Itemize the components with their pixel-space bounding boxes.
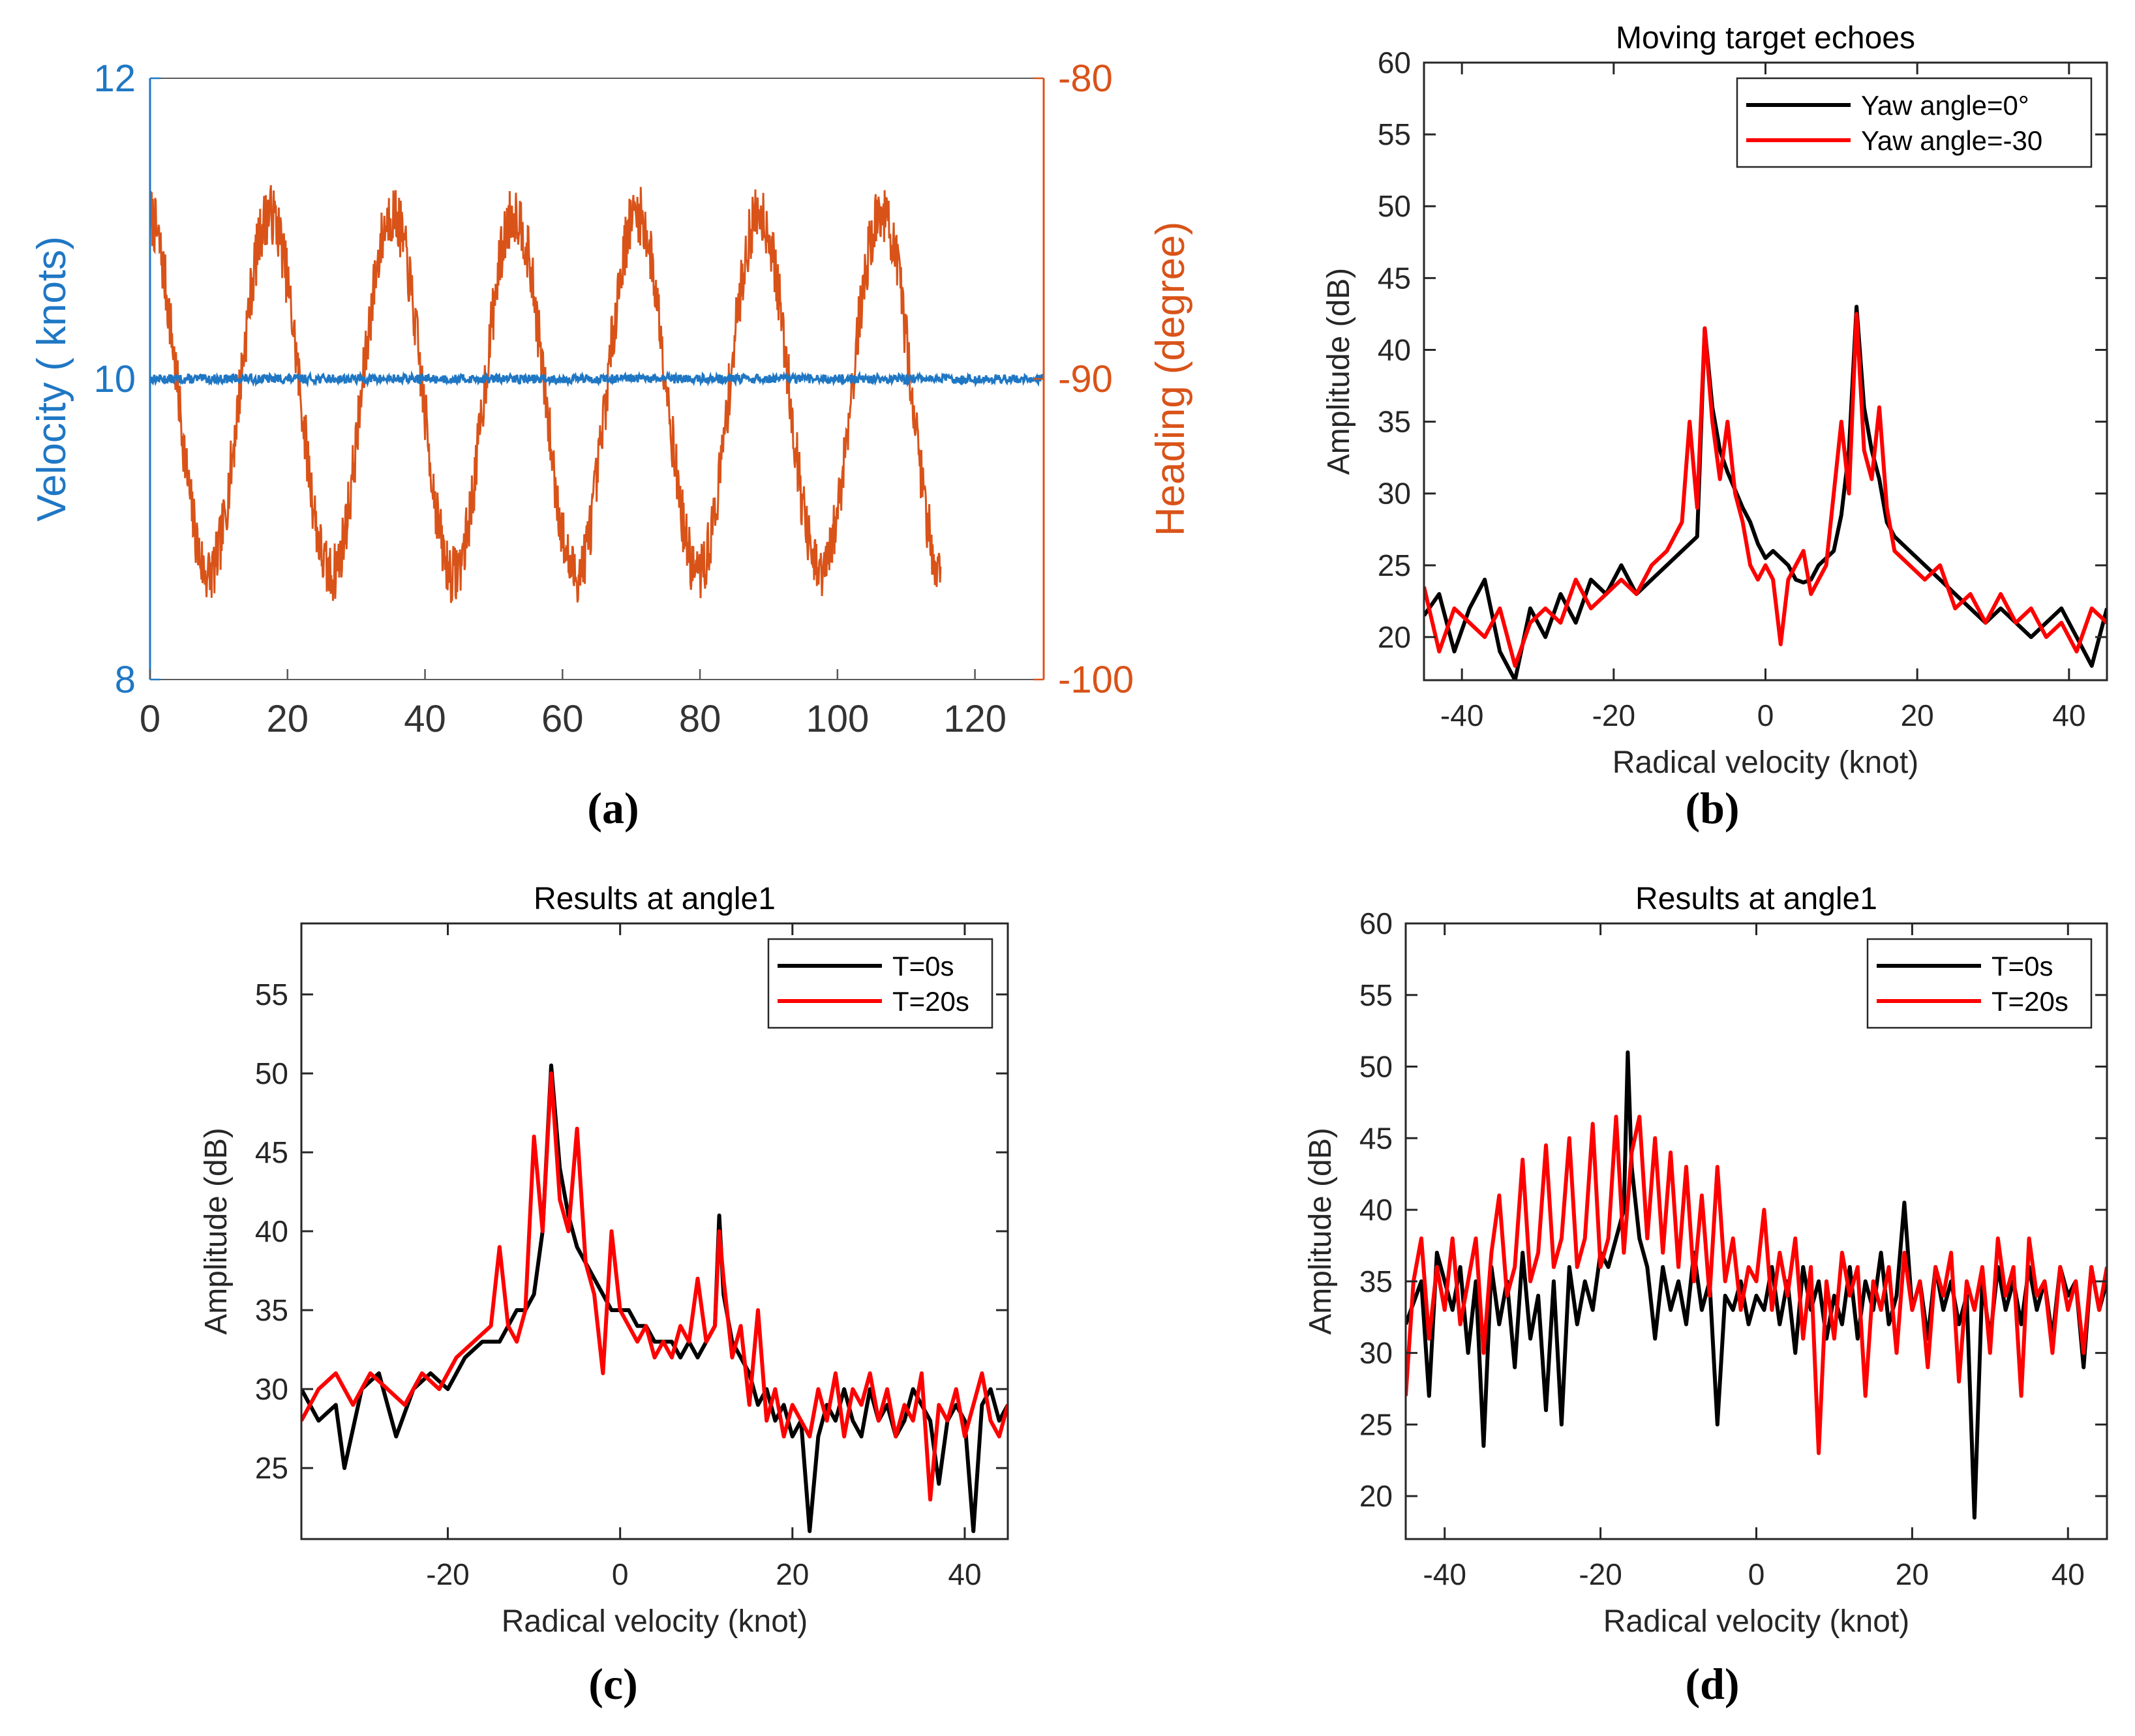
y-tick-label-right: -90 [1058, 358, 1113, 400]
x-tick-label: -40 [1423, 1557, 1466, 1591]
y-tick-label: 50 [1359, 1050, 1393, 1084]
y-tick-label: 30 [255, 1372, 288, 1406]
y-tick-label: 40 [1359, 1193, 1393, 1227]
chart-title: Results at angle1 [534, 882, 776, 916]
y-tick-label: 55 [255, 978, 288, 1011]
y-tick-label: 50 [1378, 189, 1411, 223]
x-tick-label: -20 [1592, 698, 1635, 732]
y-tick-label: 45 [1378, 261, 1411, 295]
y-tick-label: 55 [1378, 117, 1411, 151]
panel-b: -40 -20 0 20 40 20 25 30 35 40 45 50 55 60 Moving targ… [1322, 21, 2108, 833]
y-axis-label-right: Heading (degree) [1148, 222, 1193, 537]
x-axis-label: Radical velocity (knot) [502, 1604, 808, 1639]
legend-label: T=20s [1991, 986, 2068, 1017]
panel-d: -40 -20 0 20 40 20 25 30 35 40 45 50 55 60 Results at … [1303, 882, 2108, 1709]
x-tick-label: 20 [267, 698, 309, 740]
legend-label: T=20s [892, 986, 969, 1017]
y-tick-label: 30 [1378, 477, 1411, 511]
panel-caption: (b) [1685, 783, 1739, 833]
series-group [1424, 305, 2107, 680]
x-tick-label: 20 [776, 1557, 809, 1591]
y-tick-label: 30 [1359, 1336, 1393, 1370]
y-axis-label: Amplitude (dB) [199, 1128, 234, 1334]
x-tick-label: 120 [943, 698, 1007, 740]
y-tick-label: 35 [255, 1293, 288, 1327]
x-tick-label: 40 [2052, 1557, 2085, 1591]
legend: T=0s T=20s [767, 938, 993, 1029]
y-tick-label: 25 [1378, 548, 1411, 582]
series-line-2 [1406, 1115, 2107, 1456]
y-tick-label: 25 [255, 1451, 288, 1485]
panel-a: 0 20 40 60 80 100 120 8 10 12 -100 -90 -80 Velocity (… [29, 57, 1193, 833]
legend: Yaw angle=0° Yaw angle=-30 [1736, 77, 2093, 168]
series-group [150, 185, 1044, 603]
x-tick-label: 0 [1748, 1557, 1765, 1591]
x-tick-label: 60 [541, 698, 584, 740]
legend-box [767, 938, 993, 1029]
x-axis-label: Radical velocity (knot) [1613, 745, 1919, 780]
x-axis-label: Radical velocity (knot) [1603, 1604, 1910, 1639]
y-axis-label: Amplitude (dB) [1303, 1128, 1338, 1334]
y-tick-label: 25 [1359, 1407, 1393, 1441]
y-tick-label-right: -100 [1058, 659, 1134, 701]
x-tick-label: 40 [2052, 698, 2085, 732]
chart-title: Moving target echoes [1616, 21, 1915, 55]
y-tick-label: 35 [1378, 405, 1411, 439]
x-tick-label: -40 [1440, 698, 1483, 732]
x-tick-label: 100 [806, 698, 869, 740]
y-tick-label: 60 [1359, 906, 1393, 940]
panel-caption: (d) [1685, 1659, 1739, 1709]
x-tick-label: 0 [140, 698, 160, 740]
panel-caption: (c) [588, 1659, 637, 1709]
y-tick-label: 40 [255, 1214, 288, 1248]
y-tick-label: 45 [255, 1135, 288, 1169]
legend-label: Yaw angle=-30 [1861, 125, 2042, 156]
y-tick-label: 20 [1359, 1479, 1393, 1513]
y-tick-label-left: 10 [93, 358, 136, 400]
legend-box [1866, 938, 2093, 1029]
y-tick-label: 20 [1378, 620, 1411, 654]
chart-title: Results at angle1 [1635, 882, 1877, 916]
x-tick-label: 20 [1896, 1557, 1929, 1591]
series-line-heading [150, 185, 942, 603]
series-line-velocity [150, 370, 1044, 388]
series-line-2 [301, 1071, 1008, 1502]
y-tick-label: 55 [1359, 978, 1393, 1012]
y-tick-label: 60 [1378, 46, 1411, 80]
panel-c: -20 0 20 40 25 30 35 40 45 50 55 Results at angle1 R… [199, 882, 1009, 1709]
y-tick-label-left: 8 [115, 659, 136, 701]
legend-label: T=0s [1991, 951, 2053, 981]
x-tick-label: 0 [1757, 698, 1774, 732]
x-tick-label: 20 [1901, 698, 1934, 732]
y-tick-label-right: -80 [1058, 57, 1113, 100]
legend-box [1736, 77, 2093, 168]
x-tick-label: -20 [1579, 1557, 1622, 1591]
panel-caption: (a) [587, 783, 639, 833]
legend-label: Yaw angle=0° [1861, 90, 2029, 121]
y-tick-label: 40 [1378, 333, 1411, 367]
series-group [301, 1063, 1008, 1533]
y-axis-label-left: Velocity ( knots) [29, 236, 74, 522]
y-axis-label: Amplitude (dB) [1322, 268, 1356, 475]
series-line-2 [1424, 312, 2107, 668]
series-group [1406, 1050, 2107, 1520]
x-tick-label: -20 [426, 1557, 469, 1591]
x-tick-label: 40 [404, 698, 446, 740]
y-tick-label: 35 [1359, 1265, 1393, 1298]
legend: T=0s T=20s [1866, 938, 2093, 1029]
y-tick-label-left: 12 [93, 57, 136, 100]
x-tick-label: 0 [612, 1557, 629, 1591]
x-tick-label: 40 [948, 1557, 981, 1591]
legend-label: T=0s [892, 951, 954, 981]
x-tick-label: 80 [679, 698, 721, 740]
y-tick-label: 50 [255, 1056, 288, 1090]
y-tick-label: 45 [1359, 1121, 1393, 1155]
